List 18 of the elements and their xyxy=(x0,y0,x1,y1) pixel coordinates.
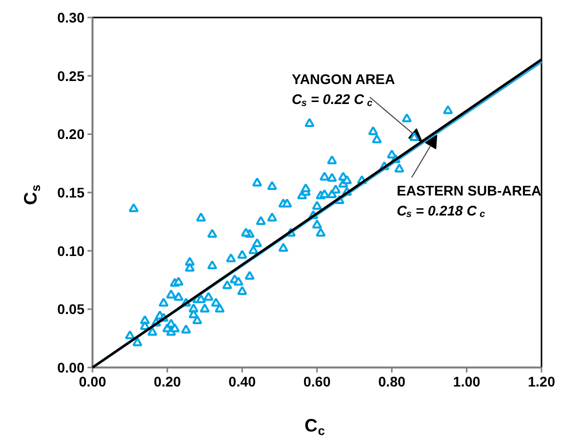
y-tick-label: 0.25 xyxy=(57,68,85,84)
x-tick-label: 0.60 xyxy=(303,374,331,390)
y-tick-label: 0.00 xyxy=(57,360,85,376)
x-tick-label: 1.20 xyxy=(528,374,556,390)
x-tick-label: 0.00 xyxy=(78,374,106,390)
text: Cs xyxy=(20,184,43,205)
x-tick-label: 0.40 xyxy=(228,374,256,390)
annotation: YANGON AREA xyxy=(292,71,395,88)
y-tick-label: 0.05 xyxy=(57,301,85,318)
y-tick-label: 0.15 xyxy=(57,184,85,200)
x-tick-label: 1.00 xyxy=(453,374,481,390)
y-tick-label: 0.10 xyxy=(57,242,85,259)
y-tick-label: 0.20 xyxy=(57,126,85,142)
x-tick-label: 0.20 xyxy=(154,374,182,390)
annotation: EASTERN SUB-AREA xyxy=(396,182,542,198)
text: = 0.218 Cc xyxy=(416,202,486,220)
x-tick-label: 0.80 xyxy=(378,374,406,390)
y-tick-label: 0.30 xyxy=(57,10,85,26)
